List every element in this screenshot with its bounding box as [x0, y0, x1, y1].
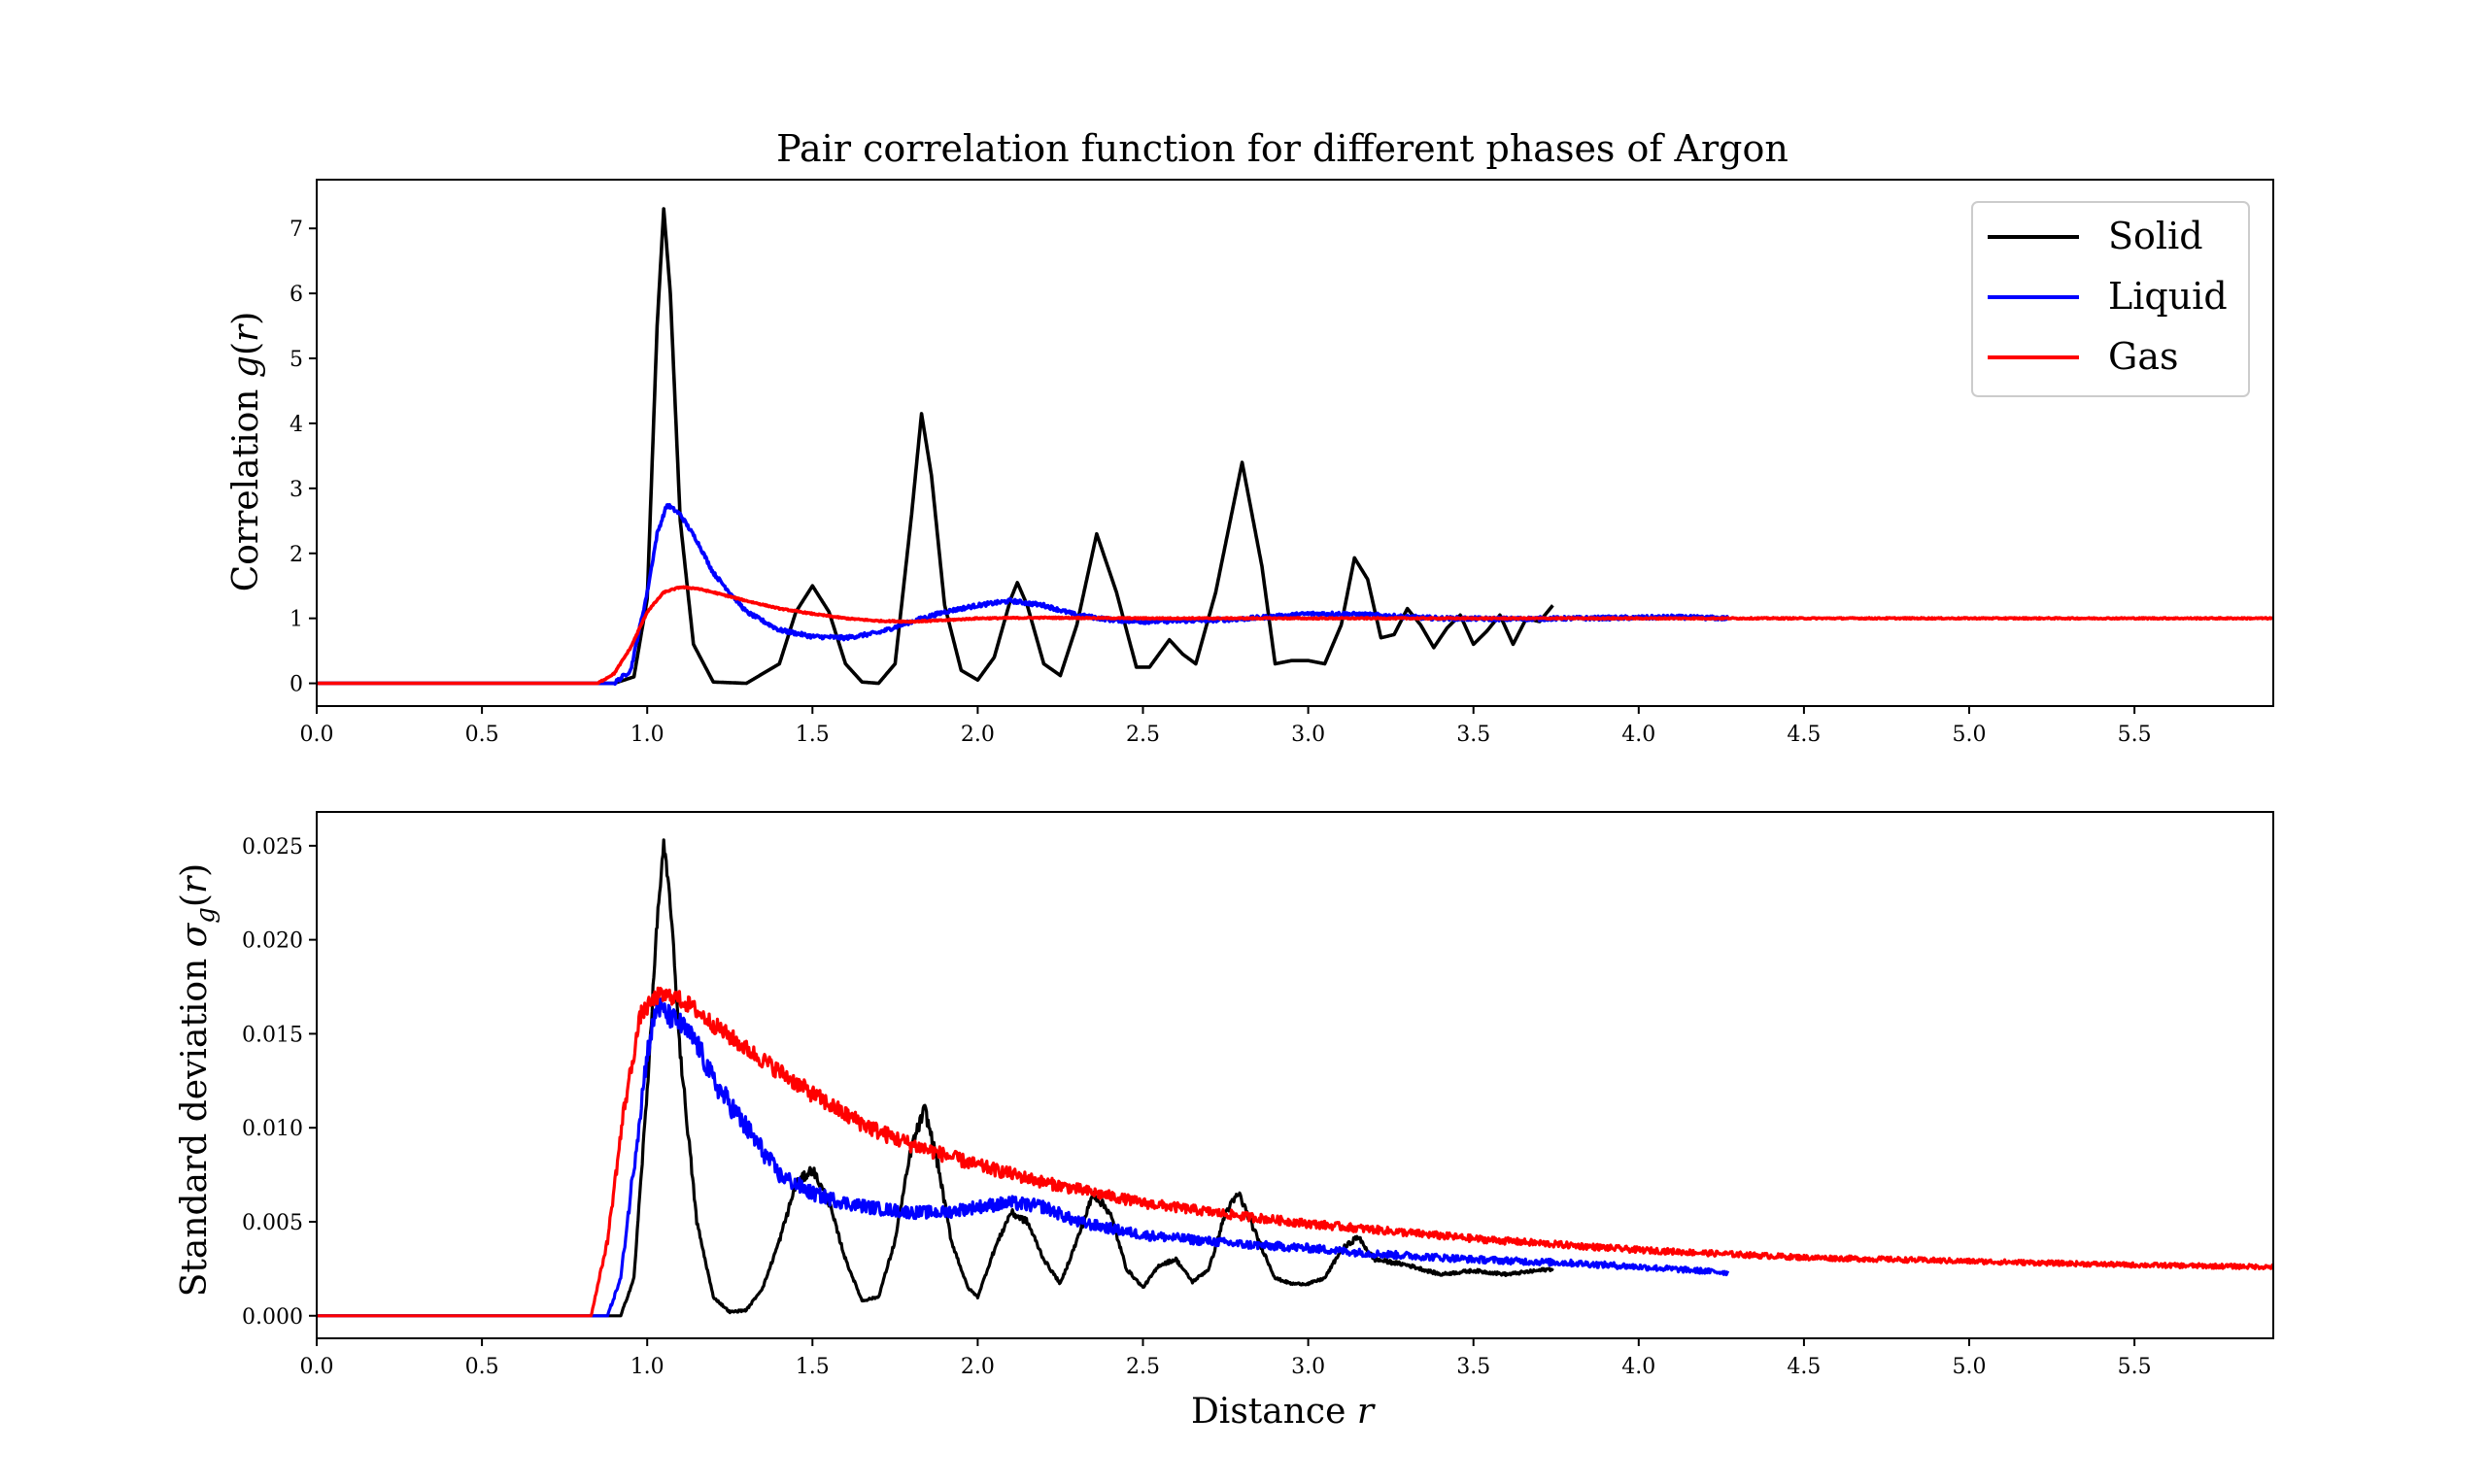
std-deviation-plot-area [317, 838, 2273, 1318]
std-deviation-y-tick-label: 0.025 [242, 835, 303, 860]
correlation-y-axis-title: Correlation g(r) [226, 312, 266, 592]
std-deviation-y-tick-label: 0.020 [242, 929, 303, 954]
correlation-line-gas [317, 585, 2273, 686]
chart-title: Pair correlation function for different … [776, 127, 1789, 170]
correlation-x-tick-label: 4.0 [1621, 723, 1655, 747]
correlation-x-tick-label: 3.0 [1291, 723, 1325, 747]
correlation-axes: 0.0 0.5 1.0 1.5 2.0 2.5 3.0 3.5 4.0 4.5 5.0 5.5 0 1 2 3… [290, 179, 2274, 747]
std-deviation-x-tick-label: 1.5 [796, 1355, 830, 1379]
correlation-plot-area [317, 207, 2273, 687]
std-deviation-axes: 0.0 0.5 1.0 1.5 2.0 2.5 3.0 3.5 4.0 4.5 5.0 5.5 0.00… [242, 811, 2274, 1379]
correlation-x-tick-label: 1.0 [630, 723, 664, 747]
correlation-y-tick-label: 7 [290, 218, 303, 242]
legend-label-solid: Solid [2108, 215, 2203, 257]
correlation-x-tick-label: 0.5 [465, 723, 499, 747]
std-deviation-chart: 0.0 0.5 1.0 1.5 2.0 2.5 3.0 3.5 4.0 4.5 5.0 5.5 0.00… [175, 811, 2274, 1432]
std-deviation-x-tick-label: 3.0 [1291, 1355, 1325, 1379]
correlation-x-tick-label: 2.5 [1126, 723, 1160, 747]
x-axis-title: Distance r [1191, 1392, 1376, 1432]
std-deviation-x-tick-label: 5.5 [2118, 1355, 2152, 1379]
correlation-y-tick-label: 3 [290, 478, 303, 502]
correlation-chart: Pair correlation function for different … [226, 127, 2274, 747]
std-deviation-x-tick-label: 5.0 [1953, 1355, 1987, 1379]
legend-label-liquid: Liquid [2108, 275, 2228, 318]
std-deviation-y-tick-label: 0.005 [242, 1211, 303, 1235]
std-deviation-line-gas [317, 986, 2273, 1318]
correlation-y-tick-label: 0 [290, 673, 303, 697]
std-deviation-y-tick-label: 0.015 [242, 1023, 303, 1047]
correlation-x-tick-label: 5.5 [2118, 723, 2152, 747]
correlation-frame [316, 179, 2274, 707]
std-deviation-y-tick-label: 0.000 [242, 1305, 303, 1330]
std-deviation-x-tick-label: 1.0 [630, 1355, 664, 1379]
correlation-y-tick-label: 2 [290, 543, 303, 567]
std-deviation-x-tick-label: 2.0 [961, 1355, 995, 1379]
correlation-x-tick-label: 2.0 [961, 723, 995, 747]
correlation-x-tick-label: 5.0 [1953, 723, 1987, 747]
std-deviation-x-tick-label: 4.5 [1787, 1355, 1821, 1379]
legend: Solid Liquid Gas [1971, 201, 2250, 397]
std-deviation-y-axis-title: Standard deviation σg(r) [175, 863, 221, 1297]
correlation-x-tick-label: 0.0 [300, 723, 334, 747]
correlation-y-tick-label: 5 [290, 348, 303, 372]
correlation-x-tick-label: 4.5 [1787, 723, 1821, 747]
correlation-x-tick-label: 3.5 [1456, 723, 1490, 747]
std-deviation-frame [316, 811, 2274, 1339]
std-deviation-y-tick-label: 0.010 [242, 1117, 303, 1141]
std-deviation-x-tick-label: 3.5 [1456, 1355, 1490, 1379]
std-deviation-x-tick-label: 2.5 [1126, 1355, 1160, 1379]
std-deviation-x-tick-label: 0.5 [465, 1355, 499, 1379]
legend-box [1971, 201, 2250, 397]
std-deviation-x-tick-label: 4.0 [1621, 1355, 1655, 1379]
correlation-y-tick-label: 4 [290, 413, 303, 437]
correlation-x-tick-label: 1.5 [796, 723, 830, 747]
correlation-y-tick-label: 1 [290, 608, 303, 632]
legend-label-gas: Gas [2108, 335, 2179, 378]
correlation-y-tick-label: 6 [290, 283, 303, 307]
std-deviation-x-tick-label: 0.0 [300, 1355, 334, 1379]
